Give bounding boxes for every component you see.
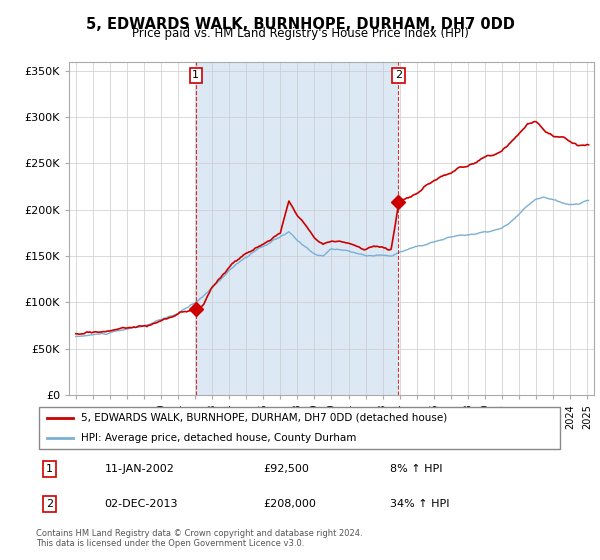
- Text: This data is licensed under the Open Government Licence v3.0.: This data is licensed under the Open Gov…: [36, 539, 304, 548]
- Bar: [196, 62, 398, 395]
- Text: 1: 1: [193, 71, 199, 81]
- Text: 34% ↑ HPI: 34% ↑ HPI: [390, 499, 449, 509]
- Text: 2: 2: [46, 499, 53, 509]
- Text: 11-JAN-2002: 11-JAN-2002: [104, 464, 175, 474]
- Text: 5, EDWARDS WALK, BURNHOPE, DURHAM, DH7 0DD (detached house): 5, EDWARDS WALK, BURNHOPE, DURHAM, DH7 0…: [81, 413, 447, 423]
- Text: 8% ↑ HPI: 8% ↑ HPI: [390, 464, 442, 474]
- Text: 5, EDWARDS WALK, BURNHOPE, DURHAM, DH7 0DD: 5, EDWARDS WALK, BURNHOPE, DURHAM, DH7 0…: [86, 17, 514, 32]
- Text: 2: 2: [395, 71, 402, 81]
- Text: Contains HM Land Registry data © Crown copyright and database right 2024.: Contains HM Land Registry data © Crown c…: [36, 529, 362, 538]
- Text: Price paid vs. HM Land Registry's House Price Index (HPI): Price paid vs. HM Land Registry's House …: [131, 27, 469, 40]
- FancyBboxPatch shape: [38, 407, 560, 449]
- Text: £208,000: £208,000: [263, 499, 316, 509]
- Text: £92,500: £92,500: [263, 464, 309, 474]
- Text: 1: 1: [46, 464, 53, 474]
- Text: HPI: Average price, detached house, County Durham: HPI: Average price, detached house, Coun…: [81, 433, 356, 443]
- Text: 02-DEC-2013: 02-DEC-2013: [104, 499, 178, 509]
